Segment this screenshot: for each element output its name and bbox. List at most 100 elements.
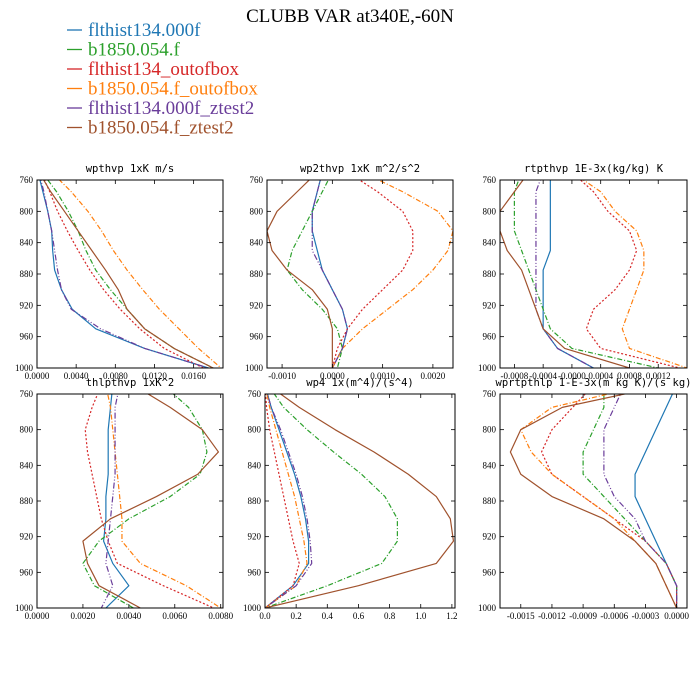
x-tick-label: -0.0015: [507, 611, 535, 621]
series-line: [102, 394, 130, 608]
series-line: [58, 180, 222, 368]
series-line: [40, 180, 209, 368]
legend-entry: flthist134_outofbox: [88, 59, 239, 80]
y-tick-label: 880: [250, 269, 264, 279]
chart-panel: wpthvp 1xK m/s76080084088092096010000.00…: [15, 163, 224, 381]
y-tick-label: 840: [20, 238, 34, 248]
x-tick-label: 0.0040: [64, 371, 89, 381]
series-line: [603, 394, 678, 608]
series-line: [84, 394, 215, 608]
plot-frame: [36, 393, 224, 609]
y-tick-label: 960: [483, 567, 497, 577]
y-tick-label: 920: [20, 300, 34, 310]
x-tick-label: 0.0010: [370, 371, 395, 381]
chart-panel: rtpthvp 1E-3x(kg/kg) K 760 800 840 880 920 960…: [478, 163, 688, 381]
x-tick-label: -0.0012: [538, 611, 566, 621]
x-tick-label: -0.0006: [600, 611, 628, 621]
y-tick-label: 800: [20, 206, 34, 216]
legend: flthist134.000fb1850.054.fflthist134_out…: [67, 20, 258, 139]
legend-entry: flthist134.000f_ztest2: [88, 98, 254, 119]
plot-frame: [264, 393, 456, 609]
x-tick-label: -0.0004: [529, 371, 557, 381]
x-tick-label: -0.0010: [268, 371, 296, 381]
series-line: [513, 180, 659, 368]
y-tick-label: 880: [248, 496, 262, 506]
series-line: [579, 180, 680, 368]
x-tick-label: 1.0: [415, 611, 427, 621]
x-tick-label: -0.0003: [632, 611, 660, 621]
y-tick-label: 840: [248, 460, 262, 470]
series-line: [265, 394, 398, 608]
y-tick-label: 800: [20, 425, 34, 435]
x-tick-label: 0.0040: [116, 611, 141, 621]
x-tick-label: 0.0008: [617, 371, 642, 381]
series-line: [265, 394, 300, 608]
y-tick-label: 960: [250, 332, 264, 342]
y-tick-label: 800: [483, 425, 497, 435]
y-tick-label: 920: [250, 300, 264, 310]
legend-entry: b1850.054.f: [88, 40, 181, 61]
y-tick-label: 760: [248, 389, 262, 399]
x-tick-label: 0.4: [322, 611, 334, 621]
y-tick-label: 760: [483, 175, 497, 185]
series-line: [267, 180, 333, 368]
y-tick-label: 960: [483, 332, 497, 342]
chart-panel: wprtpthlp 1-E-3x(m kg K)/(s kg)760 800 840…: [478, 377, 691, 621]
series-line: [265, 394, 308, 608]
plot-frame: [36, 179, 224, 369]
y-tick-label: 1000: [15, 363, 34, 373]
y-tick-label: 760: [250, 175, 264, 185]
y-tick-label: 1000: [478, 363, 497, 373]
y-tick-label: 760: [483, 389, 497, 399]
chart-panels: wpthvp 1xK m/s76080084088092096010000.00…: [15, 163, 691, 621]
panel-title: wprtpthlp 1-E-3x(m kg K)/(s kg): [496, 377, 692, 389]
series-line: [542, 180, 594, 368]
x-tick-label: 1.2: [446, 611, 457, 621]
series-line: [265, 394, 455, 608]
x-tick-label: 0.8: [384, 611, 396, 621]
panel-title: wpthvp 1xK m/s: [86, 163, 175, 175]
x-tick-label: 0.0000: [320, 371, 345, 381]
y-tick-label: 880: [483, 496, 497, 506]
series-line: [311, 180, 349, 368]
panel-title: wp2thvp 1xK m^2/s^2: [300, 163, 420, 175]
y-tick-label: 800: [248, 425, 262, 435]
y-tick-label: 960: [20, 567, 34, 577]
series-line: [286, 180, 344, 368]
y-tick-label: 1000: [243, 603, 262, 613]
y-tick-label: 840: [483, 238, 497, 248]
legend-entry: b1850.054.f_outofbox: [88, 79, 258, 100]
y-tick-label: 960: [248, 567, 262, 577]
x-tick-label: 0.0004: [588, 371, 613, 381]
series-line: [634, 394, 678, 608]
x-tick-label: 0.0020: [71, 611, 96, 621]
y-tick-label: 840: [250, 238, 264, 248]
y-tick-label: 880: [20, 269, 34, 279]
plot-frame: [499, 179, 688, 369]
series-line: [82, 394, 220, 608]
x-tick-label: 0.6: [353, 611, 365, 621]
y-tick-label: 840: [20, 460, 34, 470]
y-tick-label: 880: [483, 269, 497, 279]
x-tick-label: 0.0080: [103, 371, 128, 381]
series-line: [582, 180, 687, 368]
x-tick-label: -0.0009: [569, 611, 597, 621]
legend-entry: b1850.054.f_ztest2: [88, 118, 234, 139]
series-line: [509, 394, 678, 608]
x-tick-label: 0.0: [259, 611, 271, 621]
x-tick-label: 0.0000: [25, 611, 50, 621]
series-line: [331, 180, 453, 368]
series-line: [43, 180, 204, 368]
y-tick-label: 920: [483, 300, 497, 310]
series-line: [100, 394, 119, 608]
x-tick-label: 0.0120: [142, 371, 167, 381]
x-tick-label: 0.0160: [181, 371, 206, 381]
series-line: [331, 180, 414, 368]
panel-title: thlpthvp 1xK^2: [86, 377, 175, 389]
y-tick-label: 800: [483, 206, 497, 216]
y-tick-label: 880: [20, 496, 34, 506]
y-tick-label: 920: [20, 532, 34, 542]
panel-title: wp4 1x(m^4)/(s^4): [306, 377, 413, 389]
x-tick-label: -0.0008: [501, 371, 529, 381]
x-tick-label: 0.0060: [162, 611, 187, 621]
